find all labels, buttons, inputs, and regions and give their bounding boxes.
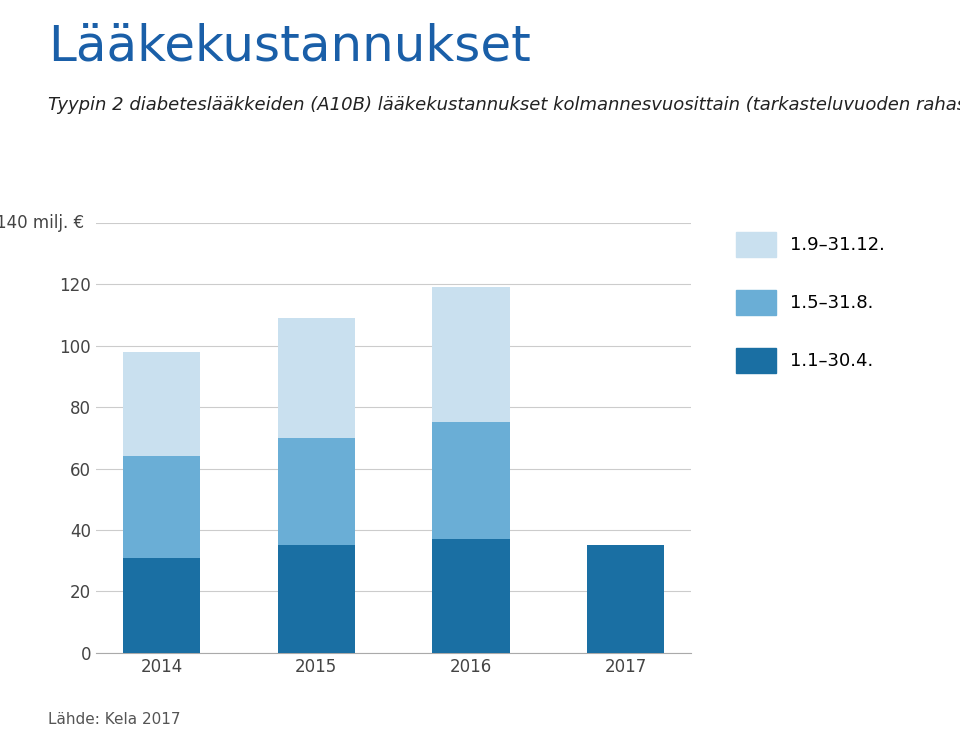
Bar [277,318,355,438]
Text: Lähde: Kela 2017: Lähde: Kela 2017 [48,712,180,727]
Bar [587,545,664,653]
Bar [277,545,355,653]
Bar [123,352,201,456]
Text: Lääkekustannukset: Lääkekustannukset [48,22,531,70]
Legend: 1.9–31.12., 1.5–31.8., 1.1–30.4.: 1.9–31.12., 1.5–31.8., 1.1–30.4. [736,232,885,373]
Text: 140 milj. €: 140 milj. € [0,214,84,232]
Bar [432,539,510,653]
Text: Tyypin 2 diabeteslääkkeiden (A10B) lääkekustannukset kolmannesvuosittain (tarkas: Tyypin 2 diabeteslääkkeiden (A10B) lääke… [48,96,960,114]
Bar [277,438,355,545]
Bar [123,558,201,653]
Bar [123,456,201,558]
Bar [432,422,510,539]
Bar [432,287,510,422]
